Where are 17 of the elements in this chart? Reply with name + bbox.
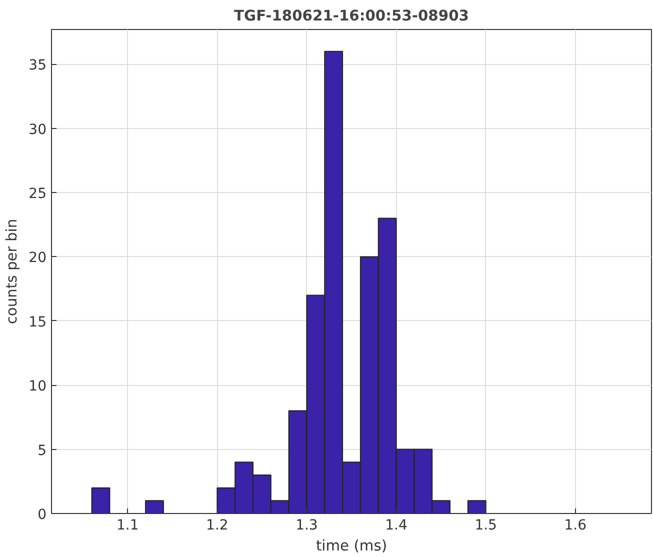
- x-tick-label: 1.4: [385, 518, 408, 534]
- y-tick-label: 20: [28, 250, 47, 266]
- y-tick-label: 0: [38, 507, 47, 523]
- y-tick-label: 10: [28, 378, 47, 395]
- x-tick-label: 1.2: [206, 518, 228, 534]
- y-tick-label: 30: [28, 122, 47, 138]
- x-tick-label: 1.3: [296, 518, 318, 534]
- y-tick-label: 5: [38, 442, 47, 459]
- y-axis-title: counts per bin: [4, 218, 21, 324]
- chart-title: TGF-180621-16:00:53-08903: [234, 8, 469, 24]
- x-tick-label: 1.1: [116, 518, 139, 534]
- x-axis-title: time (ms): [316, 538, 388, 554]
- y-tick-label: 35: [28, 58, 47, 74]
- y-tick-label: 25: [28, 186, 47, 202]
- x-tick-label: 1.5: [474, 518, 497, 534]
- x-tick-label: 1.6: [564, 518, 587, 534]
- y-tick-label: 15: [28, 314, 47, 330]
